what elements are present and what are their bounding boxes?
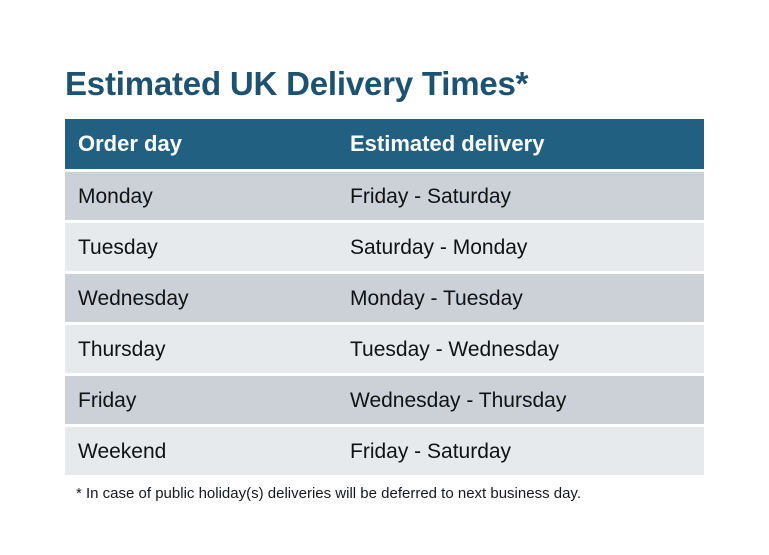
cell-order-day: Weekend	[65, 427, 324, 475]
table-row: Weekend Friday - Saturday	[65, 427, 704, 475]
cell-order-day: Monday	[65, 172, 324, 220]
column-divider	[324, 376, 337, 424]
column-divider	[324, 119, 337, 169]
delivery-times-table: Order day Estimated delivery Monday Frid…	[65, 119, 704, 475]
column-divider	[324, 274, 337, 322]
column-header-order-day: Order day	[65, 119, 324, 169]
cell-estimated-delivery: Friday - Saturday	[337, 172, 704, 220]
table-row: Thursday Tuesday - Wednesday	[65, 325, 704, 373]
table-row: Wednesday Monday - Tuesday	[65, 274, 704, 322]
cell-estimated-delivery: Monday - Tuesday	[337, 274, 704, 322]
column-divider	[324, 172, 337, 220]
table-header-row: Order day Estimated delivery	[65, 119, 704, 169]
table-row: Monday Friday - Saturday	[65, 172, 704, 220]
cell-order-day: Wednesday	[65, 274, 324, 322]
cell-estimated-delivery: Saturday - Monday	[337, 223, 704, 271]
table-row: Friday Wednesday - Thursday	[65, 376, 704, 424]
cell-order-day: Tuesday	[65, 223, 324, 271]
cell-estimated-delivery: Friday - Saturday	[337, 427, 704, 475]
cell-estimated-delivery: Tuesday - Wednesday	[337, 325, 704, 373]
cell-estimated-delivery: Wednesday - Thursday	[337, 376, 704, 424]
page-title: Estimated UK Delivery Times*	[65, 65, 529, 103]
table-row: Tuesday Saturday - Monday	[65, 223, 704, 271]
column-divider	[324, 223, 337, 271]
column-divider	[324, 427, 337, 475]
column-divider	[324, 325, 337, 373]
column-header-estimated-delivery: Estimated delivery	[337, 119, 704, 169]
cell-order-day: Thursday	[65, 325, 324, 373]
footnote: * In case of public holiday(s) deliverie…	[76, 485, 581, 502]
cell-order-day: Friday	[65, 376, 324, 424]
